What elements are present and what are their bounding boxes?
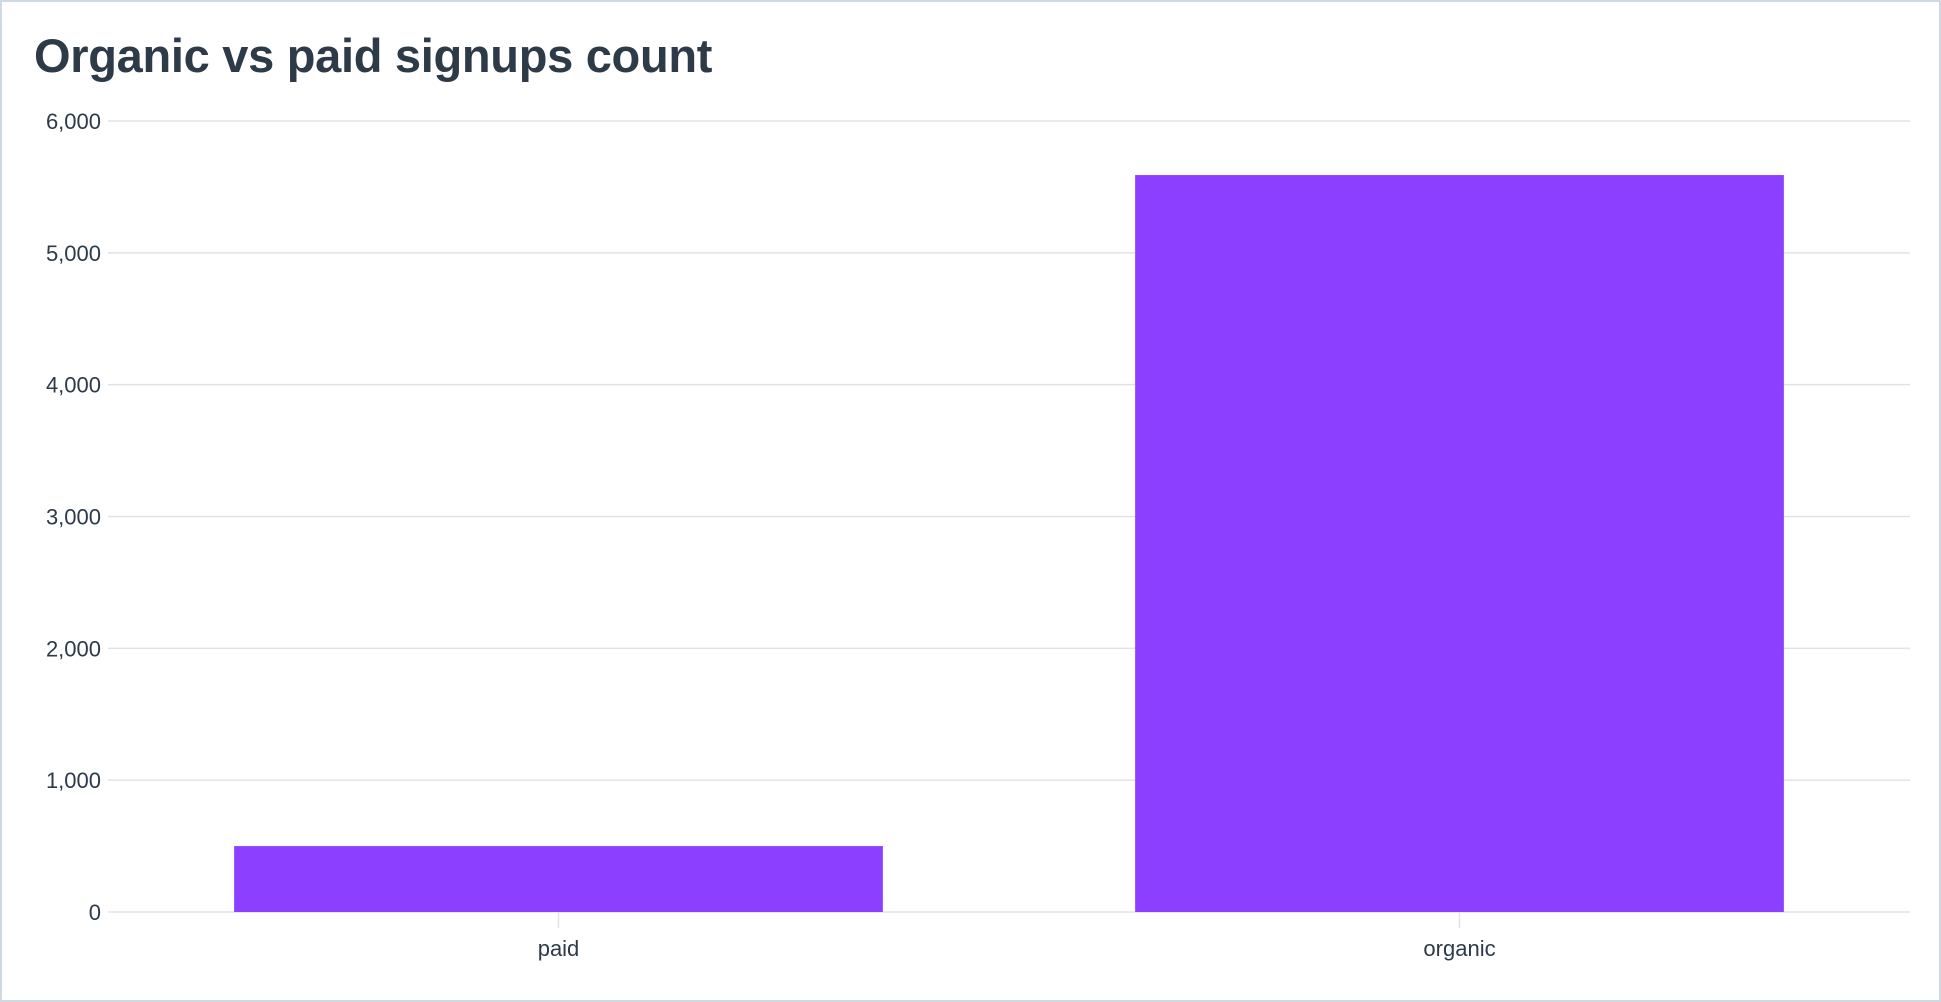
bar-paid bbox=[234, 846, 883, 912]
y-tick-label: 4,000 bbox=[46, 373, 101, 398]
y-tick-label: 1,000 bbox=[46, 768, 101, 793]
y-tick-label: 5,000 bbox=[46, 241, 101, 266]
x-tick-label: organic bbox=[1423, 936, 1495, 961]
y-tick-label: 6,000 bbox=[46, 109, 101, 134]
y-tick-label: 3,000 bbox=[46, 505, 101, 530]
y-tick-label: 2,000 bbox=[46, 636, 101, 661]
bar-organic bbox=[1135, 175, 1784, 913]
chart-title: Organic vs paid signups count bbox=[34, 29, 713, 82]
x-tick-label: paid bbox=[538, 936, 580, 961]
y-tick-label: 0 bbox=[89, 900, 101, 925]
